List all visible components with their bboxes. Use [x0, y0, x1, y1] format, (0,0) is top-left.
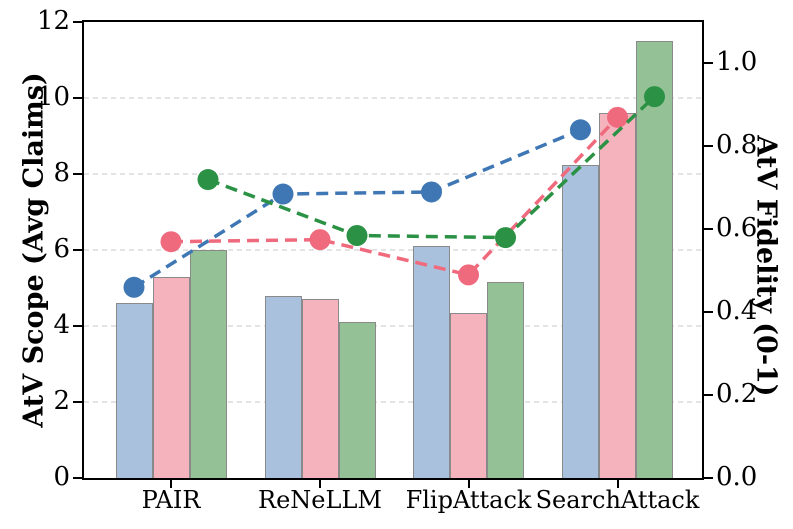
fidelity-dot-pink-searchattack [607, 106, 628, 128]
right-axis-tick [704, 62, 713, 65]
left-axis-tick [73, 401, 82, 403]
left-axis-tick-label: 10 [36, 81, 70, 112]
fidelity-lines-layer [123, 86, 665, 298]
left-axis-tick [73, 325, 82, 327]
bar-green-searchattack [636, 41, 673, 478]
bar-green-flipattack [487, 282, 524, 478]
fidelity-dot-blue-flipattack [421, 181, 442, 203]
left-axis-tick [73, 249, 82, 251]
right-axis-tick [704, 311, 713, 314]
left-axis-tick-label: 0 [53, 461, 70, 492]
x-axis-tick [319, 478, 321, 488]
plot-area: 0 2 4 6 8 10 12 0.0 0.2 0.4 0.6 0.8 1.0 PAIR ReNeLLM Fl… [37, 8, 757, 514]
fidelity-dot-pink-pair [160, 231, 182, 253]
left-axis-tick [73, 477, 82, 479]
fidelity-dot-blue-searchattack [570, 119, 591, 141]
bar-pink-renellm [301, 299, 339, 478]
fidelity-line-green [207, 95, 656, 240]
left-axis-tick-label: 12 [36, 5, 70, 36]
fidelity-dot-green-flipattack [495, 227, 516, 249]
fidelity-dot-green-renellm [346, 224, 368, 246]
x-axis-tick [616, 478, 619, 488]
right-axis-tick-label: 0.6 [716, 213, 758, 244]
right-axis-tick [704, 394, 713, 397]
left-axis-tick-label: 4 [53, 309, 70, 340]
bar-pink-searchattack [599, 113, 636, 478]
x-axis-category-label: SearchAttack [535, 486, 700, 514]
x-axis-tick [467, 478, 470, 488]
right-axis-tick-label: 0.8 [716, 130, 758, 161]
fidelity-dot-green-pair [197, 169, 219, 191]
bar-blue-renellm [264, 295, 302, 478]
fidelity-dot-pink-flipattack [458, 264, 479, 286]
fidelity-dot-blue-pair [123, 276, 145, 298]
grid-line [84, 97, 702, 99]
grid-line [84, 173, 702, 175]
left-axis-tick [73, 173, 82, 175]
right-axis-tick-label: 0.4 [716, 296, 758, 327]
bar-green-renellm [338, 322, 376, 478]
right-axis-tick-label: 0.2 [716, 379, 758, 410]
bar-pink-pair [152, 276, 190, 478]
fidelity-line-blue [133, 128, 582, 289]
fidelity-dot-green-searchattack [644, 86, 665, 108]
grid-line [84, 401, 702, 403]
fidelity-dot-pink-renellm [309, 229, 331, 251]
right-axis-tick-label: 0.0 [716, 461, 758, 492]
left-axis-tick [73, 21, 82, 23]
grid-line [84, 249, 702, 251]
bar-green-pair [189, 250, 227, 478]
x-axis-category-label: ReNeLLM [258, 486, 382, 514]
right-axis-tick [704, 145, 713, 148]
right-axis-title: AtV Fidelity (0-1) [750, 135, 782, 397]
right-axis-tick [704, 477, 713, 479]
left-axis-tick-label: 8 [53, 157, 70, 188]
bar-blue-pair [115, 303, 153, 478]
left-axis-tick [73, 97, 82, 99]
fidelity-line-pink [170, 116, 619, 277]
x-axis-category-label: FlipAttack [405, 486, 532, 514]
bar-blue-searchattack [562, 164, 599, 478]
fidelity-dot-blue-renellm [272, 183, 294, 205]
left-axis-tick-label: 2 [53, 385, 70, 416]
left-axis-tick-label: 6 [53, 233, 70, 264]
grid-line [84, 325, 702, 327]
bar-blue-flipattack [413, 246, 450, 478]
x-axis-tick [170, 478, 172, 488]
right-axis-tick [704, 228, 713, 231]
bar-pink-flipattack [450, 312, 487, 478]
x-axis-category-label: PAIR [141, 486, 201, 514]
right-axis-tick-label: 1.0 [716, 47, 758, 78]
